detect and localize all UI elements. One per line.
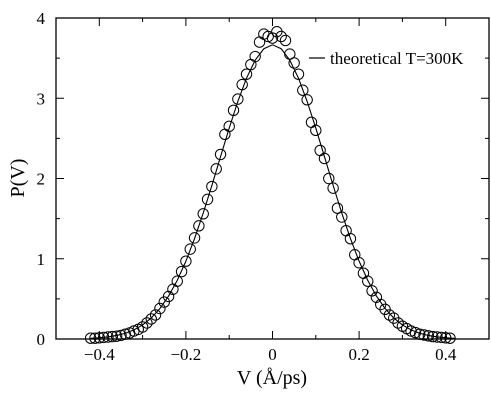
data-point — [327, 182, 339, 194]
data-point — [240, 68, 253, 80]
data-point — [279, 34, 292, 47]
data-point — [314, 144, 326, 157]
data-point — [305, 116, 318, 129]
data-point — [435, 331, 448, 344]
data-point — [180, 255, 192, 267]
axis-ticks — [55, 17, 490, 340]
data-point — [219, 128, 231, 141]
data-point — [141, 317, 153, 329]
data-point — [89, 332, 101, 344]
data-point — [232, 93, 244, 105]
data-point — [366, 285, 378, 297]
data-point — [145, 313, 157, 325]
data-point — [102, 331, 114, 343]
data-point — [93, 332, 106, 344]
data-point — [297, 84, 309, 96]
data-point — [427, 330, 439, 343]
legend: theoretical T=300K — [309, 49, 464, 68]
data-point — [197, 208, 209, 220]
data-point — [136, 321, 149, 333]
data-point — [223, 120, 235, 133]
data-point — [171, 275, 183, 287]
x-tick-label: 0 — [268, 345, 277, 364]
data-point — [97, 331, 110, 344]
data-point — [362, 275, 374, 287]
data-point — [149, 309, 162, 321]
data-point — [266, 32, 279, 44]
x-tick-label: −0.2 — [170, 345, 201, 364]
x-axis-label: V (Å/ps) — [237, 367, 307, 389]
legend-label: theoretical T=300K — [330, 49, 464, 68]
data-point — [318, 152, 331, 165]
y-tick-label: 2 — [37, 170, 46, 189]
y-tick-label: 4 — [37, 9, 46, 28]
data-point — [344, 232, 357, 245]
data-point — [288, 57, 300, 69]
data-point — [184, 243, 196, 255]
data-point — [188, 232, 201, 244]
y-tick-label: 1 — [37, 250, 46, 269]
y-tick-label: 3 — [37, 89, 46, 108]
data-point — [336, 211, 348, 223]
data-point — [175, 265, 188, 278]
x-tick-label: −0.4 — [84, 345, 115, 364]
data-point — [201, 193, 214, 206]
data-point — [422, 330, 435, 342]
data-point — [440, 332, 452, 344]
data-point — [323, 172, 335, 185]
data-point — [210, 163, 222, 175]
data-point — [106, 330, 118, 343]
y-axis-label: P(V) — [7, 159, 29, 198]
data-point — [206, 180, 218, 193]
data-point — [249, 50, 261, 63]
data-point — [431, 331, 443, 343]
y-tick-label: 0 — [37, 330, 46, 349]
data-point — [444, 332, 456, 344]
data-point — [227, 104, 240, 116]
data-point — [353, 257, 365, 269]
x-tick-label: 0.2 — [348, 345, 369, 364]
data-point — [418, 329, 430, 341]
data-point — [310, 124, 322, 137]
data-point — [115, 329, 127, 342]
data-point — [414, 328, 426, 340]
data-point — [110, 330, 123, 342]
data-point — [292, 68, 305, 80]
data-point — [301, 94, 313, 106]
theoretical-curve — [90, 44, 455, 339]
tick-labels: −0.4 −0.2 0 0.2 0.4 0 1 2 3 4 — [37, 9, 457, 364]
data-point — [236, 78, 248, 91]
data-point — [84, 332, 97, 344]
data-point — [275, 30, 287, 43]
data-point — [214, 148, 227, 161]
data-point — [193, 220, 205, 232]
series-layer — [84, 25, 456, 344]
data-point — [154, 302, 166, 315]
x-tick-label: 0.4 — [435, 345, 457, 364]
